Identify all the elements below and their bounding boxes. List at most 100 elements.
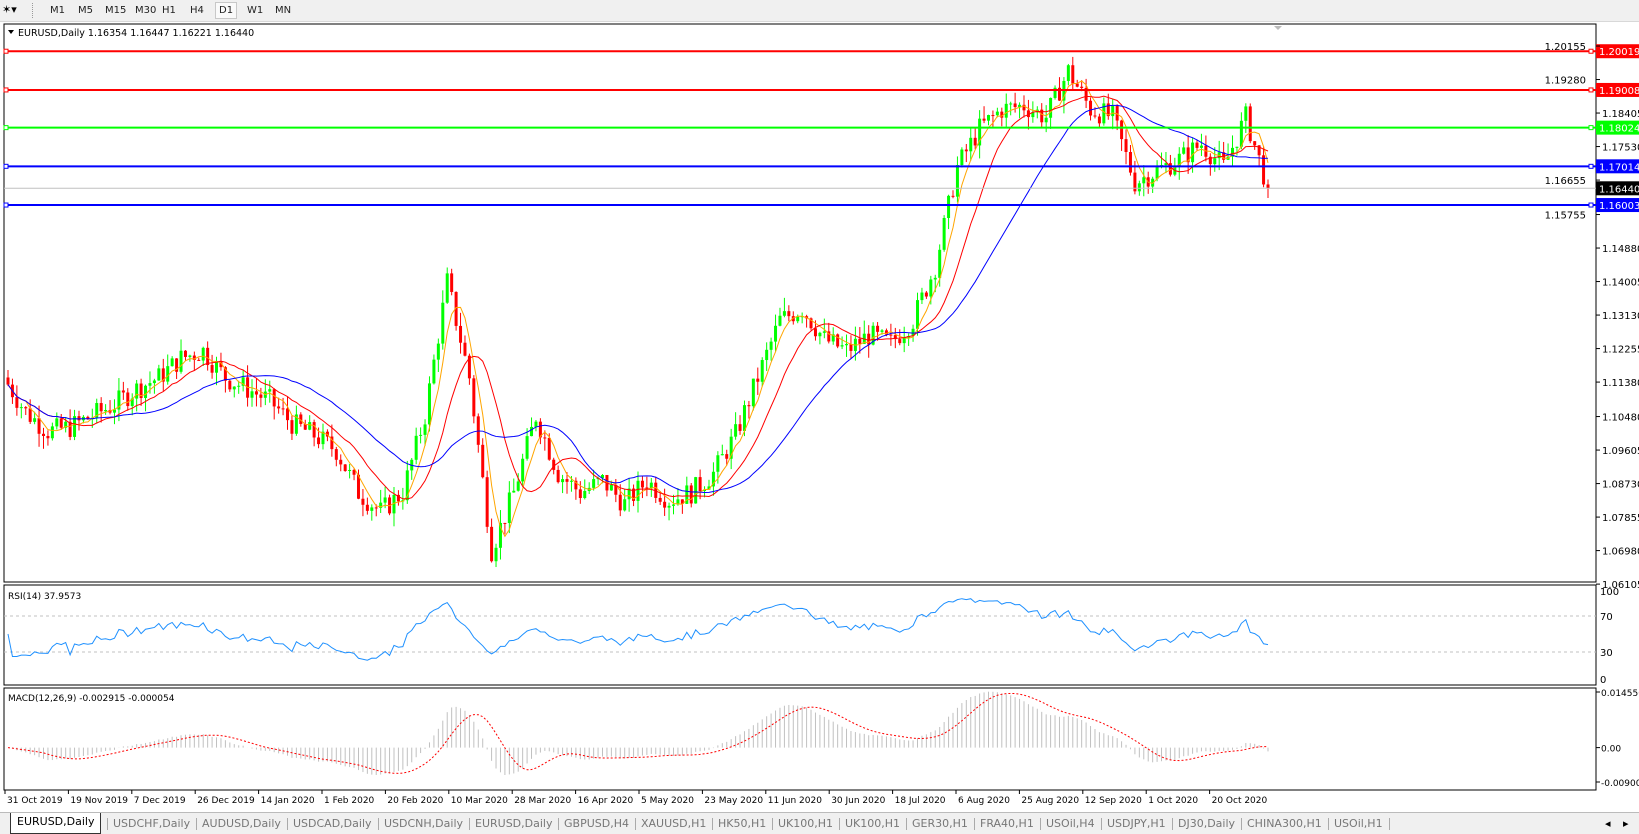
chart-tab[interactable]: EURUSD,Daily — [10, 813, 102, 834]
chart-tab[interactable]: UK100,H1 — [778, 817, 834, 830]
candle-body — [312, 422, 316, 438]
line-handle[interactable] — [3, 48, 9, 54]
price-tick-label: 1.07855 — [1602, 513, 1639, 524]
tab-separator — [1172, 818, 1173, 830]
candle-body — [86, 416, 90, 420]
candle-body — [206, 347, 210, 366]
candle-body — [441, 302, 445, 344]
candle-body — [334, 449, 338, 460]
candle — [782, 297, 786, 318]
chart-tab[interactable]: HK50,H1 — [718, 817, 767, 830]
candle-body — [183, 350, 187, 357]
timeframe-m30[interactable]: M30 — [135, 5, 157, 16]
timeframe-h4[interactable]: H4 — [190, 5, 204, 16]
chart-tab[interactable]: USDCHF,Daily — [113, 817, 191, 830]
candle-body — [303, 423, 307, 430]
line-tool-icon[interactable]: ✶▾ — [2, 3, 17, 16]
candle-body — [223, 367, 227, 381]
chart-tab[interactable]: XAUUSD,H1 — [641, 817, 707, 830]
candle — [28, 399, 32, 424]
candle-body — [658, 497, 662, 502]
candle-body — [188, 355, 192, 357]
scroll-right-icon[interactable]: ▸ — [1623, 817, 1629, 830]
rsi-tick-label: 0 — [1600, 675, 1606, 686]
candle-body — [947, 195, 951, 219]
candle — [521, 453, 525, 486]
candle-body — [50, 426, 54, 439]
price-level-label: 1.18024 — [1599, 124, 1639, 135]
chart-tab[interactable]: USDJPY,H1 — [1107, 817, 1166, 830]
price-tick-label: 1.20155 — [1545, 42, 1586, 53]
chart-tab[interactable]: GBPUSD,H4 — [564, 817, 629, 830]
candle — [121, 381, 125, 400]
candle — [219, 352, 223, 371]
collapse-triangle-icon[interactable] — [8, 30, 14, 34]
candle-body — [210, 365, 214, 373]
candle — [986, 114, 990, 126]
timeframe-mn[interactable]: MN — [275, 5, 292, 16]
candle — [183, 350, 187, 361]
candle — [530, 417, 534, 437]
chart-tab[interactable]: CHINA300,H1 — [1247, 817, 1322, 830]
price-tick-label: 1.14005 — [1602, 278, 1639, 289]
chart-tab[interactable]: UK100,H1 — [845, 817, 901, 830]
chart-tab[interactable]: DJ30,Daily — [1178, 817, 1236, 830]
timeframe-m15[interactable]: M15 — [105, 5, 127, 16]
candle — [747, 400, 751, 419]
timeframe-m5[interactable]: M5 — [78, 5, 93, 16]
line-handle[interactable] — [3, 87, 9, 93]
line-handle[interactable] — [1588, 202, 1594, 208]
candle — [348, 463, 352, 479]
chart-window[interactable]: 1.20019 1.19008 1.18024 1.17014 1.16003 1.201… — [0, 22, 1639, 812]
candle — [769, 337, 773, 361]
candle — [77, 410, 81, 431]
shift-marker-icon[interactable] — [1274, 26, 1282, 30]
price-tick-label: 1.11380 — [1602, 378, 1639, 389]
candle — [1120, 119, 1124, 151]
scroll-left-icon[interactable]: ◂ — [1605, 817, 1611, 830]
candle-body — [1031, 112, 1035, 118]
chart-tab[interactable]: AUDUSD,Daily — [202, 817, 281, 830]
price-tick-label: 1.06980 — [1602, 547, 1639, 558]
candle-body — [144, 385, 148, 399]
line-handle[interactable] — [3, 202, 9, 208]
candle-body — [1239, 120, 1243, 147]
candle — [1195, 139, 1199, 151]
candle-body — [836, 334, 840, 347]
line-handle[interactable] — [1588, 87, 1594, 93]
chart-tab[interactable]: USOil,H4 — [1046, 817, 1095, 830]
candle-body — [694, 477, 698, 504]
chart-tab[interactable]: FRA40,H1 — [980, 817, 1034, 830]
candle — [254, 378, 258, 407]
timeframe-m1[interactable]: M1 — [50, 5, 65, 16]
rsi-tick-label: 100 — [1600, 587, 1619, 598]
line-handle[interactable] — [3, 163, 9, 169]
chart-tab[interactable]: USOil,H1 — [1334, 817, 1383, 830]
timeframe-h1[interactable]: H1 — [162, 5, 176, 16]
candle — [973, 128, 977, 150]
line-handle[interactable] — [1588, 48, 1594, 54]
date-label: 23 May 2020 — [704, 796, 763, 806]
candle — [294, 405, 298, 436]
candle-body — [640, 480, 644, 488]
candle-body — [711, 471, 715, 487]
tab-separator — [558, 818, 559, 830]
line-handle[interactable] — [1588, 125, 1594, 131]
toolbar-grip[interactable] — [32, 3, 36, 18]
chart-tab[interactable]: EURUSD,Daily — [475, 817, 553, 830]
chart-tab[interactable]: USDCNH,Daily — [384, 817, 464, 830]
timeframe-d1[interactable]: D1 — [215, 2, 238, 19]
candle-body — [756, 378, 760, 382]
timeframe-w1[interactable]: W1 — [247, 5, 264, 16]
chart-tab[interactable]: GER30,H1 — [912, 817, 968, 830]
line-handle[interactable] — [1588, 163, 1594, 169]
candle-body — [751, 378, 755, 407]
candle — [556, 465, 560, 484]
candle-body — [645, 487, 649, 489]
candle-body — [787, 311, 791, 317]
line-handle[interactable] — [3, 125, 9, 131]
candle — [192, 351, 196, 371]
price-tick-label: 1.09605 — [1602, 446, 1639, 457]
candle-body — [152, 380, 156, 384]
chart-tab[interactable]: USDCAD,Daily — [293, 817, 372, 830]
